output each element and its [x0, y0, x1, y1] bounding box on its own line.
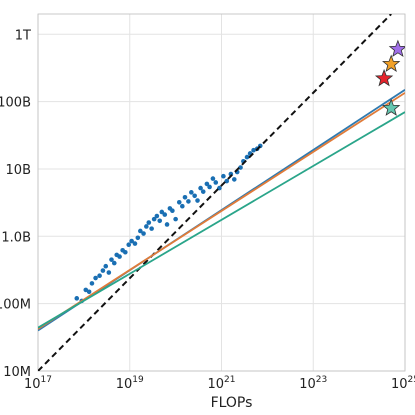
y-tick-label: 1.0B [1, 230, 31, 245]
data-point [141, 231, 146, 236]
data-point [74, 296, 80, 301]
data-point [162, 212, 168, 217]
data-point [231, 177, 237, 182]
data-point [224, 178, 230, 184]
data-point [144, 224, 149, 229]
star-marker [382, 98, 401, 116]
data-point [195, 198, 200, 203]
data-point [244, 154, 250, 160]
fit-line [38, 111, 405, 329]
star-marker [382, 54, 401, 72]
data-point [159, 209, 165, 215]
y-tick-label: 1T [15, 28, 31, 43]
data-point [173, 216, 178, 222]
data-point [192, 193, 197, 199]
data-point [170, 208, 175, 214]
x-tick-label: 1019 [116, 375, 144, 392]
data-point [186, 199, 191, 204]
x-tick-label: 1025 [391, 375, 415, 392]
data-point [210, 176, 216, 181]
star-marker [374, 68, 394, 87]
data-point [89, 281, 95, 286]
x-tick-label: 1023 [299, 375, 327, 392]
data-point [213, 180, 219, 185]
y-tick-labels: 10M 100M 1.0B 10B 100B 1T [0, 28, 31, 380]
data-point [129, 238, 134, 244]
data-point [180, 203, 185, 209]
plot-frame [37, 13, 406, 372]
data-point [204, 181, 210, 187]
y-tick-label: 100M [0, 298, 31, 313]
star-marker [388, 39, 405, 58]
data-point [138, 228, 143, 234]
y-tick-label: 10B [6, 163, 31, 178]
data-point [149, 226, 154, 231]
data-point [86, 289, 92, 295]
data-point [200, 189, 206, 194]
data-point [164, 222, 170, 227]
data-point [154, 213, 160, 219]
data-point [221, 173, 226, 179]
data-point [111, 260, 117, 266]
fit-line [38, 92, 405, 330]
data-point [123, 249, 128, 255]
data-point [157, 218, 163, 224]
x-tick-label: 1017 [24, 375, 52, 392]
data-point [198, 185, 203, 191]
data-point [97, 273, 102, 279]
data-point [176, 199, 182, 205]
data-point [100, 268, 106, 273]
data-point [251, 147, 256, 153]
y-tick-label: 10M [3, 365, 31, 380]
data-point [109, 257, 114, 262]
data-point [117, 254, 122, 259]
data-point [93, 275, 98, 281]
grid [37, 14, 406, 372]
x-axis-label: FLOPs [211, 395, 253, 411]
data-point [126, 242, 132, 248]
data-point [103, 263, 109, 269]
data-point [189, 190, 194, 195]
data-point [135, 235, 141, 241]
data-point [106, 270, 112, 275]
series-layer [38, 14, 405, 371]
x-tick-labels: 1017 1019 1021 1023 1025 [24, 375, 415, 392]
y-tick-label: 100B [0, 96, 31, 111]
data-point [151, 216, 157, 222]
data-point [132, 241, 138, 246]
x-tick-label: 1021 [208, 375, 236, 392]
reference-dashed-line [38, 14, 392, 371]
data-point [182, 194, 188, 200]
data-point [146, 220, 152, 225]
data-point [207, 184, 212, 190]
